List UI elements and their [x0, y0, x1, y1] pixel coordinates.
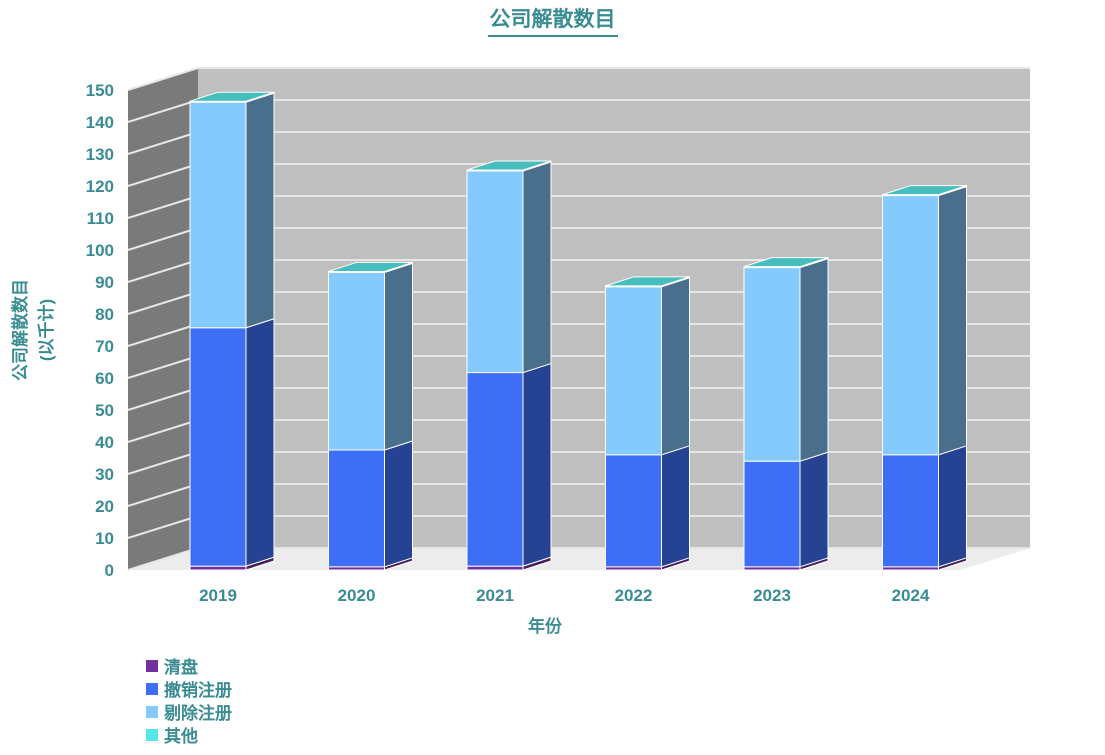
gridline — [127, 67, 1030, 91]
y-tick-label: 70 — [95, 337, 114, 356]
y-tick-label: 80 — [95, 305, 114, 324]
bar-segment-side — [384, 262, 413, 451]
bar-segment-front — [189, 565, 247, 571]
bar-segment-front — [743, 267, 801, 462]
bar-segment-front — [605, 286, 662, 456]
y-tick-label: 140 — [86, 113, 114, 132]
bar-segment-side — [245, 92, 275, 329]
legend-label: 剔除注册 — [164, 704, 232, 723]
legend-swatch — [146, 659, 158, 672]
bar-segment-side — [799, 257, 829, 462]
side-wall — [128, 68, 198, 570]
bar-segment-front — [328, 449, 385, 568]
x-tick-label: 2021 — [476, 586, 514, 605]
bar-segment-front — [605, 454, 662, 568]
chart-title-wrap: 公司解散数目 — [0, 0, 1105, 37]
bar-segment-side — [522, 362, 552, 567]
legend-label: 撤销注册 — [164, 681, 232, 700]
bar-segment-front — [466, 170, 524, 374]
bar-top-cap — [605, 276, 690, 287]
bar-segment-side — [661, 445, 690, 568]
chart-title: 公司解散数目 — [487, 3, 618, 37]
y-tick-label: 110 — [87, 209, 114, 228]
bar-top-cap — [743, 257, 829, 268]
bar-segment-side — [384, 440, 413, 568]
legend-item: 撤销注册 — [146, 677, 232, 700]
chart-legend: 清盘撤销注册剔除注册其他 — [146, 654, 232, 746]
x-tick-label: 2020 — [338, 586, 376, 605]
y-axis-title-group: 公司解散数目 (以千计) — [10, 279, 56, 381]
legend-label: 其他 — [164, 727, 198, 746]
y-tick-label: 50 — [95, 401, 114, 420]
y-tick-label: 10 — [95, 529, 114, 548]
bar-segment-front — [882, 454, 939, 568]
legend-swatch — [146, 705, 158, 718]
bar-segment-side — [938, 445, 967, 568]
bar-segment-front — [882, 195, 939, 456]
x-tick-label: 2024 — [892, 586, 930, 605]
y-tick-label: 20 — [95, 497, 114, 516]
legend-item: 剔除注册 — [146, 700, 232, 723]
y-axis-subtitle: (以千计) — [36, 299, 56, 361]
bar-segment-front — [328, 271, 385, 451]
x-axis-title: 年份 — [528, 616, 563, 636]
y-tick-label: 0 — [105, 561, 114, 580]
y-tick-label: 40 — [95, 433, 114, 452]
bar-segment-side — [938, 185, 967, 456]
bar-segment-front — [743, 460, 801, 568]
bar-segment-side — [245, 318, 275, 567]
y-tick-label: 30 — [95, 465, 114, 484]
y-tick-label: 150 — [86, 81, 114, 100]
bar-segment-front — [189, 101, 247, 329]
legend-item: 其他 — [146, 723, 232, 746]
legend-item: 清盘 — [146, 654, 232, 677]
y-tick-label: 60 — [95, 369, 114, 388]
y-tick-label: 120 — [86, 177, 114, 196]
legend-swatch — [146, 682, 158, 695]
bar-segment-side — [661, 277, 690, 456]
bar-top-cap — [189, 91, 275, 102]
x-tick-label: 2022 — [615, 586, 653, 605]
bar-top-cap — [328, 261, 413, 272]
y-tick-label: 130 — [86, 145, 114, 164]
bar-top-cap — [466, 160, 552, 171]
legend-swatch — [146, 728, 158, 741]
bar-segment-front — [189, 327, 247, 567]
bar-top-cap — [882, 185, 967, 196]
x-tick-label: 2019 — [199, 586, 237, 605]
x-tick-label: 2023 — [753, 586, 791, 605]
y-tick-label: 100 — [86, 241, 114, 260]
bar-segment-front — [466, 565, 524, 571]
legend-label: 清盘 — [164, 658, 198, 677]
bar-segment-side — [799, 451, 829, 568]
bar-segment-front — [466, 372, 524, 567]
y-tick-label: 90 — [95, 273, 114, 292]
bar-segment-side — [522, 161, 552, 374]
y-axis-title: 公司解散数目 — [10, 279, 30, 381]
